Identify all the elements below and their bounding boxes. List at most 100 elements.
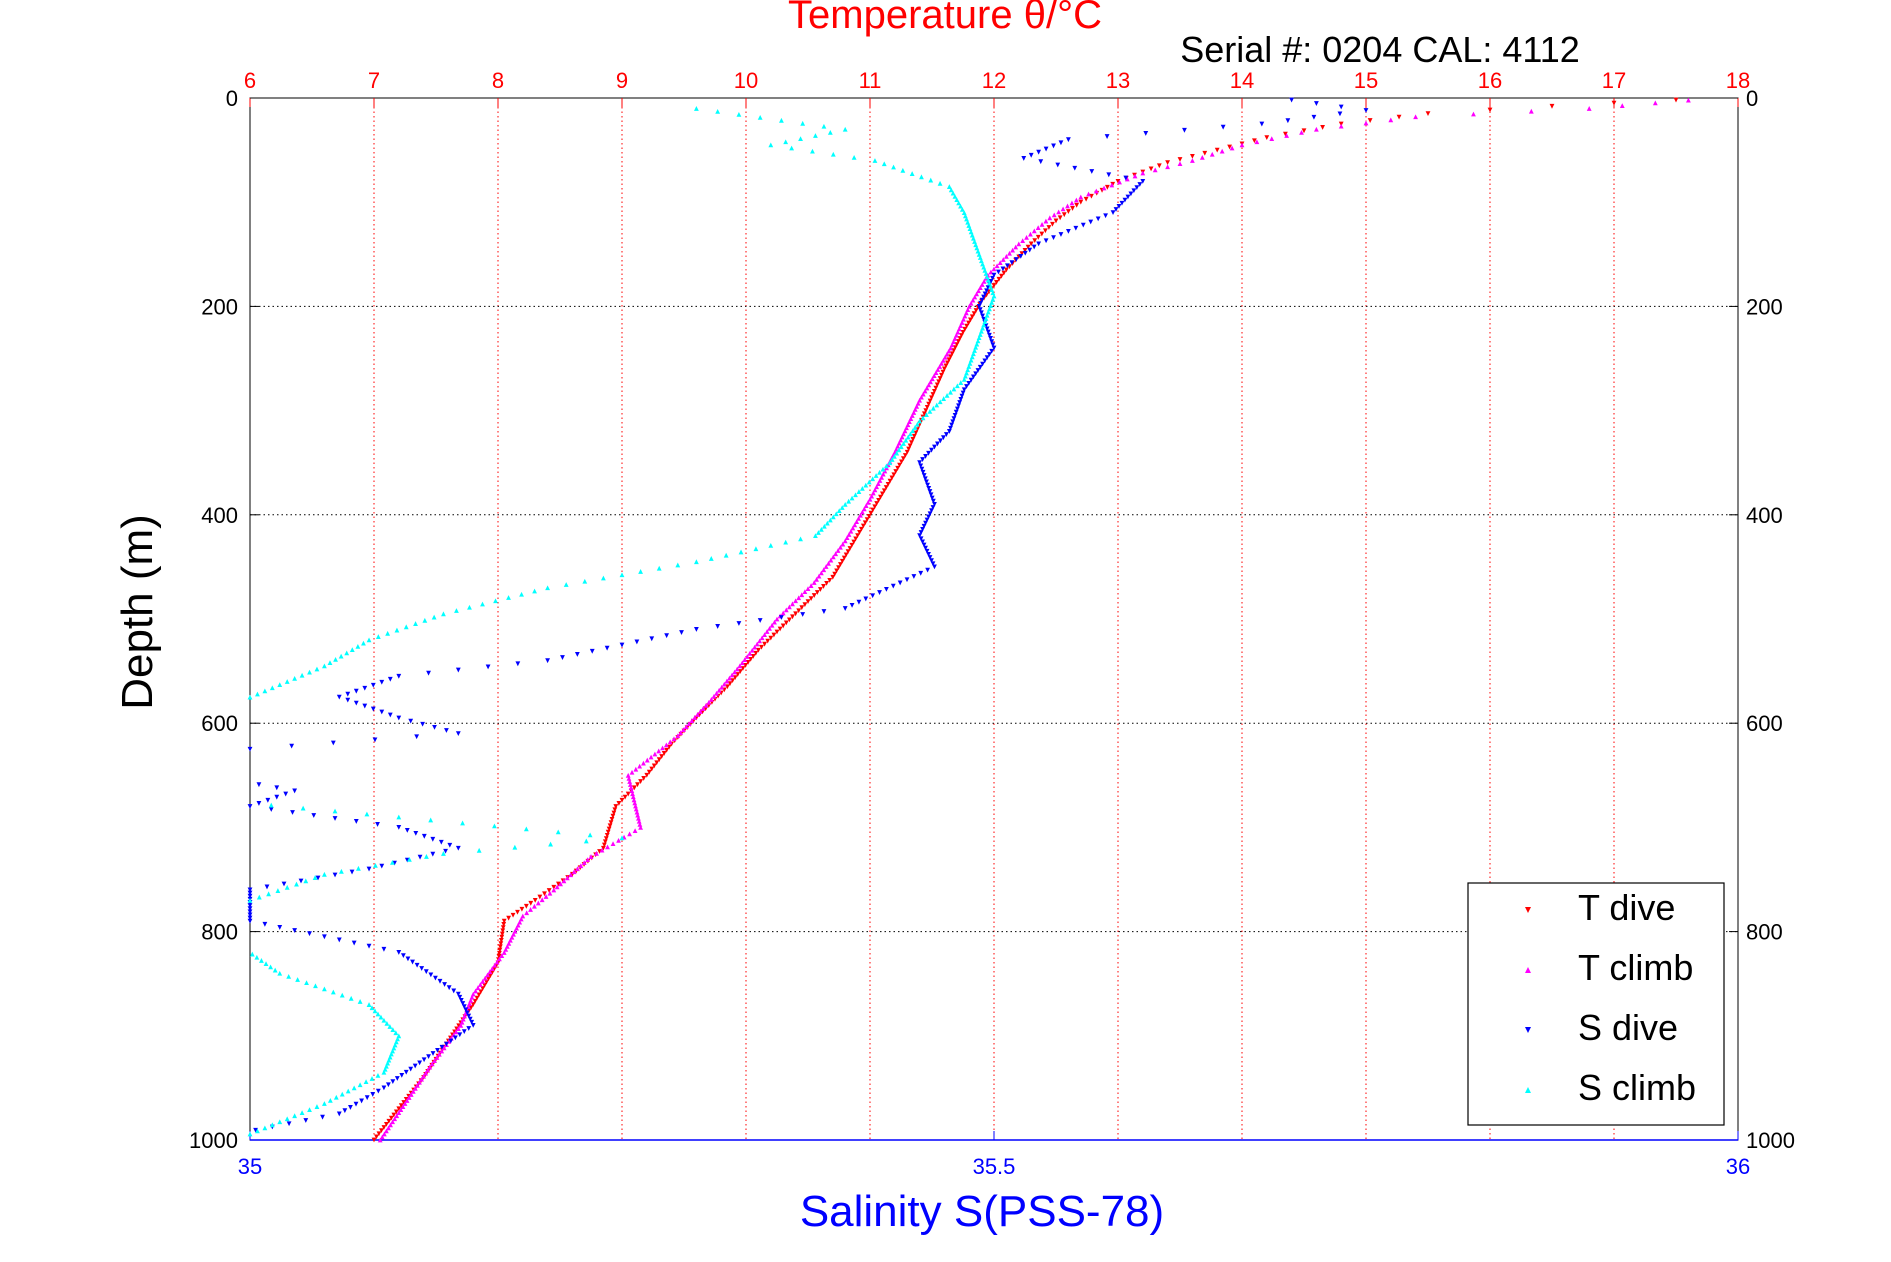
data-point	[339, 868, 344, 874]
data-point	[1301, 128, 1307, 134]
data-point	[622, 794, 628, 800]
data-point	[247, 1131, 253, 1137]
data-point	[348, 1105, 353, 1110]
data-point	[353, 1101, 359, 1107]
data-point	[362, 703, 368, 709]
data-point	[625, 772, 631, 778]
data-point	[1487, 107, 1493, 113]
data-point	[508, 937, 513, 943]
data-point	[943, 363, 949, 369]
data-point	[936, 379, 942, 385]
data-point	[631, 797, 637, 803]
data-point	[372, 737, 378, 743]
data-point	[1051, 212, 1057, 218]
data-point	[874, 484, 880, 490]
data-point	[946, 184, 952, 189]
data-point	[269, 1122, 275, 1128]
data-point	[1058, 140, 1064, 146]
data-point	[1004, 267, 1009, 273]
data-point	[361, 640, 366, 646]
data-point	[861, 506, 867, 512]
data-point	[805, 586, 811, 592]
data-point	[966, 304, 972, 309]
data-point	[1056, 209, 1062, 215]
data-point	[430, 836, 436, 842]
data-point	[923, 408, 929, 413]
data-point	[284, 884, 290, 890]
data-point	[737, 663, 743, 669]
data-point	[583, 838, 589, 844]
data-point	[866, 514, 872, 519]
data-point	[381, 1085, 387, 1091]
data-point	[378, 1014, 384, 1020]
data-point	[588, 854, 594, 859]
data-point	[641, 760, 646, 766]
data-point	[966, 380, 972, 386]
data-point	[611, 810, 617, 816]
data-point	[585, 857, 591, 863]
data-point	[917, 533, 922, 539]
data-point	[827, 517, 833, 523]
data-point	[1043, 146, 1049, 152]
data-point	[715, 108, 721, 114]
data-point	[799, 605, 805, 611]
data-point	[991, 283, 997, 288]
data-point	[880, 491, 885, 497]
data-point	[929, 508, 934, 514]
data-point	[528, 907, 533, 912]
data-point	[399, 1072, 405, 1078]
data-point	[723, 552, 729, 558]
data-point	[828, 557, 834, 563]
data-point	[286, 974, 292, 979]
data-point	[700, 706, 706, 711]
data-point	[821, 567, 827, 573]
data-point	[996, 269, 1001, 275]
data-point	[254, 954, 260, 960]
data-point	[811, 580, 817, 585]
legend-marker	[1525, 907, 1531, 913]
data-point	[388, 1115, 394, 1121]
data-point	[374, 1134, 379, 1140]
data-point	[1239, 142, 1245, 148]
data-point	[1089, 169, 1095, 174]
data-point	[554, 884, 560, 890]
data-point	[299, 1110, 305, 1116]
data-point	[403, 1096, 409, 1102]
data-point	[956, 200, 962, 206]
data-point	[532, 897, 538, 903]
data-point	[842, 126, 848, 132]
data-point	[262, 688, 268, 694]
data-point	[393, 1109, 399, 1115]
data-point	[441, 851, 446, 856]
data-point	[899, 459, 904, 465]
data-point	[1039, 221, 1045, 227]
data-point	[747, 650, 753, 656]
data-point	[339, 992, 345, 998]
data-point	[379, 1134, 385, 1140]
data-point	[417, 854, 423, 860]
data-point	[357, 999, 363, 1004]
data-point	[852, 522, 858, 528]
data-point	[1140, 170, 1146, 176]
data-point	[961, 387, 967, 393]
data-point	[1338, 123, 1344, 129]
data-point	[619, 797, 625, 803]
data-point	[958, 323, 964, 329]
data-point	[821, 523, 827, 529]
data-point	[262, 1125, 268, 1131]
data-point	[515, 922, 521, 928]
data-point	[823, 564, 829, 569]
data-point	[838, 544, 843, 550]
depth-tick-label-left: 0	[226, 86, 238, 111]
data-point	[294, 881, 299, 887]
data-point	[835, 548, 841, 553]
data-point	[985, 329, 991, 335]
data-point	[423, 1070, 429, 1076]
data-point	[375, 1011, 381, 1017]
temperature-tick-label: 9	[616, 68, 628, 93]
data-point	[606, 826, 612, 832]
data-point	[816, 573, 822, 579]
data-point	[745, 660, 751, 665]
data-point	[1182, 127, 1187, 133]
data-point	[307, 669, 312, 675]
